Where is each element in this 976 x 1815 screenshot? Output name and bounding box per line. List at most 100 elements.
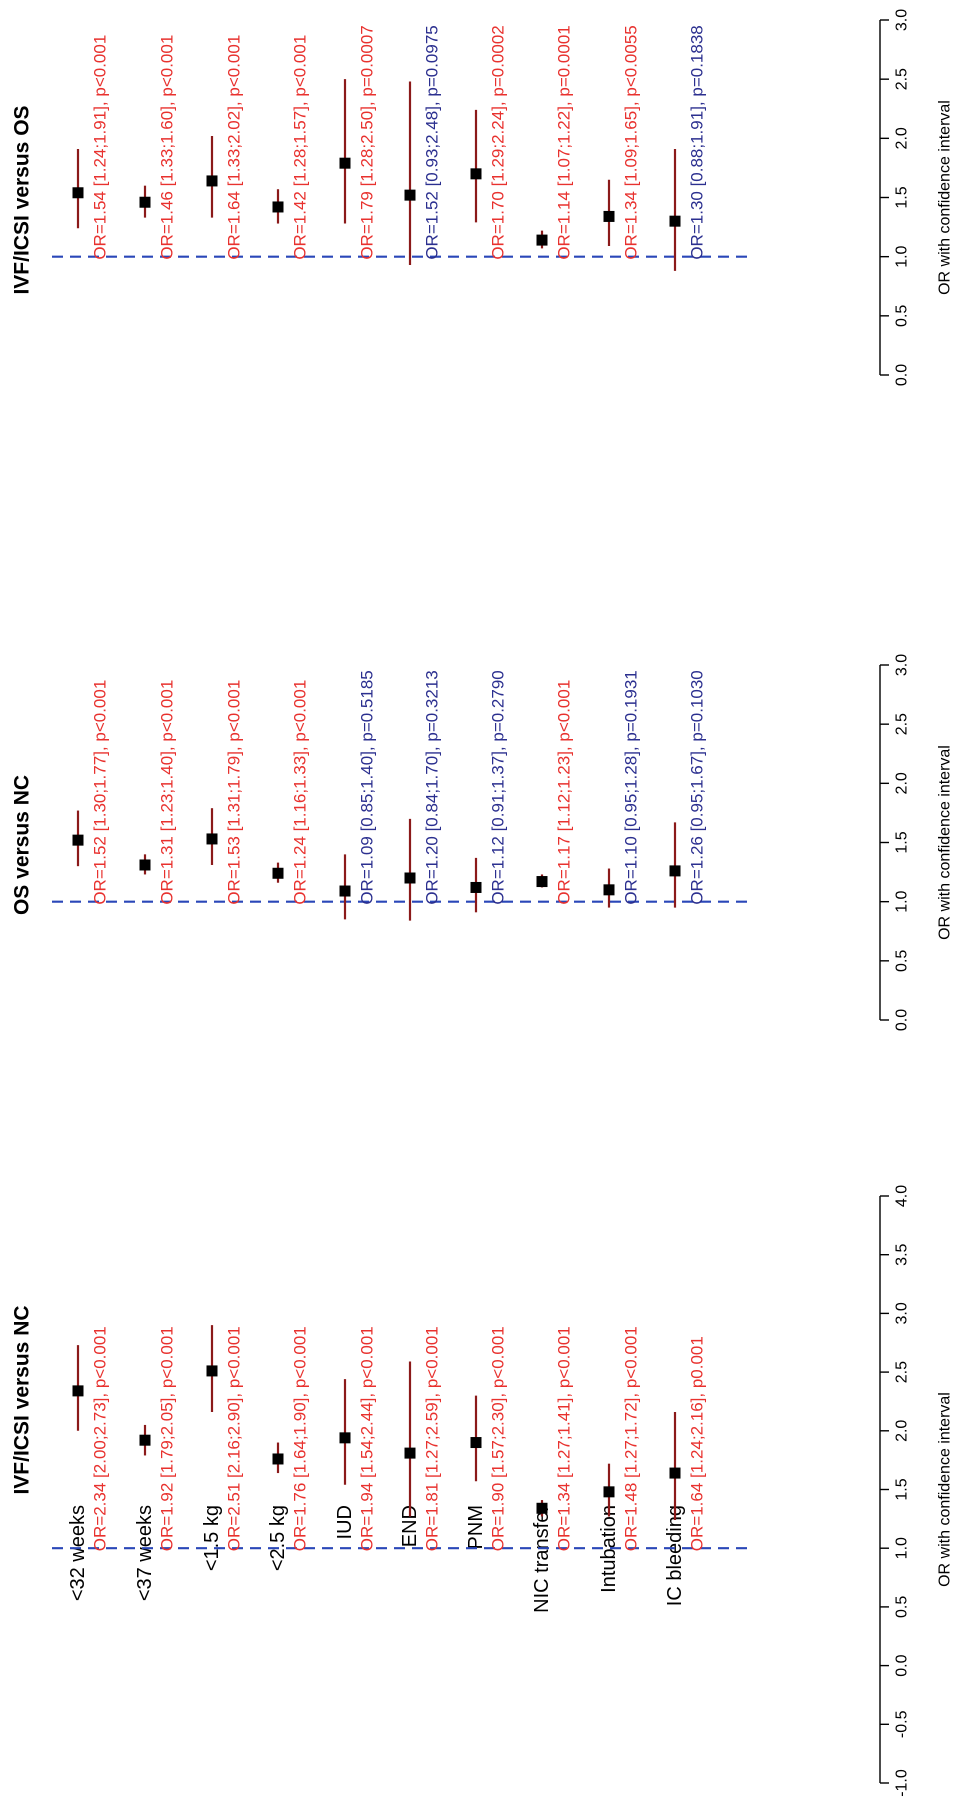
tick-label: 2.5 bbox=[894, 68, 911, 90]
data-label: OR=1.24 [1.16;1.33], p<0.001 bbox=[291, 680, 310, 905]
data-label: OR=1.42 [1.28;1.57], p<0.001 bbox=[291, 35, 310, 260]
data-label: OR=1.09 [0.85;1.40], p=0.5185 bbox=[358, 670, 377, 904]
odds-ratio-point bbox=[339, 157, 351, 169]
category-label: IC bleeding bbox=[664, 1505, 686, 1606]
data-label: OR=1.76 [1.64;1.90], p<0.001 bbox=[291, 1326, 310, 1551]
axis-label: OR with confidence interval bbox=[937, 100, 954, 295]
data-label: OR=1.30 [0.88;1.91], p=0.1838 bbox=[688, 25, 707, 259]
tick-label: 1.0 bbox=[894, 245, 911, 267]
odds-ratio-point bbox=[72, 834, 84, 846]
category-label: END bbox=[399, 1505, 421, 1547]
forest-row: OR=1.46 [1.33;1.60], p<0.001 bbox=[139, 35, 177, 260]
forest-row: OR=1.31 [1.23;1.40], p<0.001 bbox=[139, 680, 177, 905]
odds-ratio-point bbox=[603, 1486, 615, 1498]
data-label: OR=1.48 [1.27;1.72], p<0.001 bbox=[622, 1326, 641, 1551]
odds-ratio-point bbox=[272, 1453, 284, 1465]
category-labels: <32 weeks <37 weeks <1.5 kg <2.5 kg IUD END PN… bbox=[67, 1505, 686, 1613]
data-label: OR=1.31 [1.23;1.40], p<0.001 bbox=[158, 680, 177, 905]
panel-title: IVF/ICSI versus NC bbox=[11, 1305, 34, 1494]
odds-ratio-point bbox=[206, 1365, 218, 1377]
odds-ratio-point bbox=[139, 196, 151, 208]
data-label: OR=1.34 [1.27;1.41], p<0.001 bbox=[555, 1326, 574, 1551]
panel-3: IVF/ICSI versus OS 0.0 0.5 1.0 1.5 2.0 2.5 3.0 O… bbox=[11, 9, 954, 386]
data-label: OR=1.53 [1.31;1.79], p<0.001 bbox=[225, 680, 244, 905]
data-label: OR=1.17 [1.12;1.23], p<0.001 bbox=[555, 680, 574, 905]
data-label: OR=1.54 [1.24;1.91], p<0.001 bbox=[91, 35, 110, 260]
tick-label: 0.0 bbox=[894, 364, 911, 386]
category-label: <37 weeks bbox=[134, 1505, 156, 1601]
odds-ratio-point bbox=[603, 884, 615, 896]
odds-ratio-point bbox=[272, 201, 284, 213]
axis-label: OR with confidence interval bbox=[937, 745, 954, 940]
tick-label: 0.5 bbox=[894, 950, 911, 972]
data-label: OR=2.34 [2.00;2.73], p<0.001 bbox=[91, 1326, 110, 1551]
forest-row: OR=1.94 [1.54;2.44], p<0.001 bbox=[339, 1326, 377, 1551]
panel-title: IVF/ICSI versus OS bbox=[11, 105, 34, 294]
data-label: OR=1.52 [1.30;1.77], p<0.001 bbox=[91, 680, 110, 905]
odds-ratio-point bbox=[404, 872, 416, 884]
tick-label: 2.0 bbox=[894, 127, 911, 149]
tick-label: 1.0 bbox=[894, 890, 911, 912]
forest-row: OR=1.90 [1.57;2.30], p<0.001 bbox=[470, 1326, 508, 1551]
odds-ratio-point bbox=[470, 881, 482, 893]
tick-label: 0.0 bbox=[894, 1009, 911, 1031]
odds-ratio-point bbox=[339, 1432, 351, 1444]
data-label: OR=1.12 [0.91;1.37], p=0.2790 bbox=[489, 670, 508, 904]
forest-row: OR=1.76 [1.64;1.90], p<0.001 bbox=[272, 1326, 310, 1551]
data-label: OR=1.92 [1.79;2.05], p<0.001 bbox=[158, 1326, 177, 1551]
category-label: Intubation bbox=[598, 1505, 620, 1593]
category-label: IUD bbox=[334, 1505, 356, 1539]
data-label: OR=1.10 [0.95;1.28], p=0.1931 bbox=[622, 670, 641, 904]
data-label: OR=1.52 [0.93;2.48], p=0.0975 bbox=[423, 25, 442, 259]
forest-row: OR=1.17 [1.12;1.23], p<0.001 bbox=[536, 680, 574, 905]
tick-label: 0.0 bbox=[894, 1654, 911, 1676]
tick-label: 3.0 bbox=[894, 654, 911, 676]
value-axis: 0.0 0.5 1.0 1.5 2.0 2.5 3.0 OR with confidence … bbox=[879, 9, 954, 386]
tick-label: 2.5 bbox=[894, 1361, 911, 1383]
data-label: OR=1.81 [1.27;2.59], p<0.001 bbox=[423, 1326, 442, 1551]
forest-row: OR=1.09 [0.85;1.40], p=0.5185 bbox=[339, 670, 377, 920]
tick-label: 3.0 bbox=[894, 1302, 911, 1324]
category-label: <2.5 kg bbox=[267, 1505, 289, 1571]
axis-label: OR with confidence interval bbox=[937, 1392, 954, 1587]
data-label: OR=1.20 [0.84;1.70], p=0.3213 bbox=[423, 670, 442, 904]
tick-label: 2.5 bbox=[894, 713, 911, 735]
odds-ratio-point bbox=[404, 189, 416, 201]
tick-label: 2.0 bbox=[894, 1420, 911, 1442]
data-label: OR=1.34 [1.09;1.65], p<0.0055 bbox=[622, 25, 641, 259]
panel-2: OS versus NC 0.0 0.5 1.0 1.5 2.0 2.5 3.0 OR with… bbox=[11, 654, 954, 1031]
data-label: OR=1.70 [1.29;2.24], p=0.0002 bbox=[489, 25, 508, 259]
tick-label: 4.0 bbox=[894, 1185, 911, 1207]
data-label: OR=1.79 [1.28;2.50], p=0.0007 bbox=[358, 25, 377, 259]
forest-row: OR=1.54 [1.24;1.91], p<0.001 bbox=[72, 35, 110, 260]
odds-ratio-point bbox=[139, 1434, 151, 1446]
tick-label: 1.0 bbox=[894, 1537, 911, 1559]
category-label: <32 weeks bbox=[67, 1505, 89, 1601]
forest-row: OR=1.70 [1.29;2.24], p=0.0002 bbox=[470, 25, 508, 260]
value-axis: 0.0 0.5 1.0 1.5 2.0 2.5 3.0 OR with confidence … bbox=[879, 654, 954, 1031]
data-label: OR=1.64 [1.24;2.16], p0.001 bbox=[688, 1336, 707, 1551]
odds-ratio-point bbox=[470, 168, 482, 180]
odds-ratio-point bbox=[339, 885, 351, 897]
odds-ratio-point bbox=[72, 1385, 84, 1397]
odds-ratio-point bbox=[669, 1467, 681, 1479]
category-label: NIC transfer bbox=[531, 1505, 553, 1613]
forest-row: OR=1.52 [0.93;2.48], p=0.0975 bbox=[404, 25, 442, 265]
odds-ratio-point bbox=[536, 1502, 548, 1514]
data-label: OR=1.26 [0.95;1.67], p=0.1030 bbox=[688, 670, 707, 904]
tick-label: 2.0 bbox=[894, 772, 911, 794]
tick-label: 0.5 bbox=[894, 1596, 911, 1618]
odds-ratio-point bbox=[72, 187, 84, 199]
forest-row: OR=2.51 [2.16;2.90], p<0.001 bbox=[206, 1325, 244, 1551]
value-axis: -1.0 -0.5 0.0 0.5 1.0 1.5 2.0 2.5 3.0 3.5 4.0 OR wi… bbox=[879, 1185, 954, 1797]
tick-label: -0.5 bbox=[894, 1710, 911, 1738]
forest-row: OR=1.81 [1.27;2.59], p<0.001 bbox=[404, 1326, 442, 1551]
odds-ratio-point bbox=[669, 215, 681, 227]
odds-ratio-point bbox=[669, 865, 681, 877]
tick-label: 1.5 bbox=[894, 186, 911, 208]
odds-ratio-point bbox=[603, 210, 615, 222]
tick-label: 1.5 bbox=[894, 831, 911, 853]
forest-row: OR=1.79 [1.28;2.50], p=0.0007 bbox=[339, 25, 377, 260]
tick-label: 3.0 bbox=[894, 9, 911, 31]
